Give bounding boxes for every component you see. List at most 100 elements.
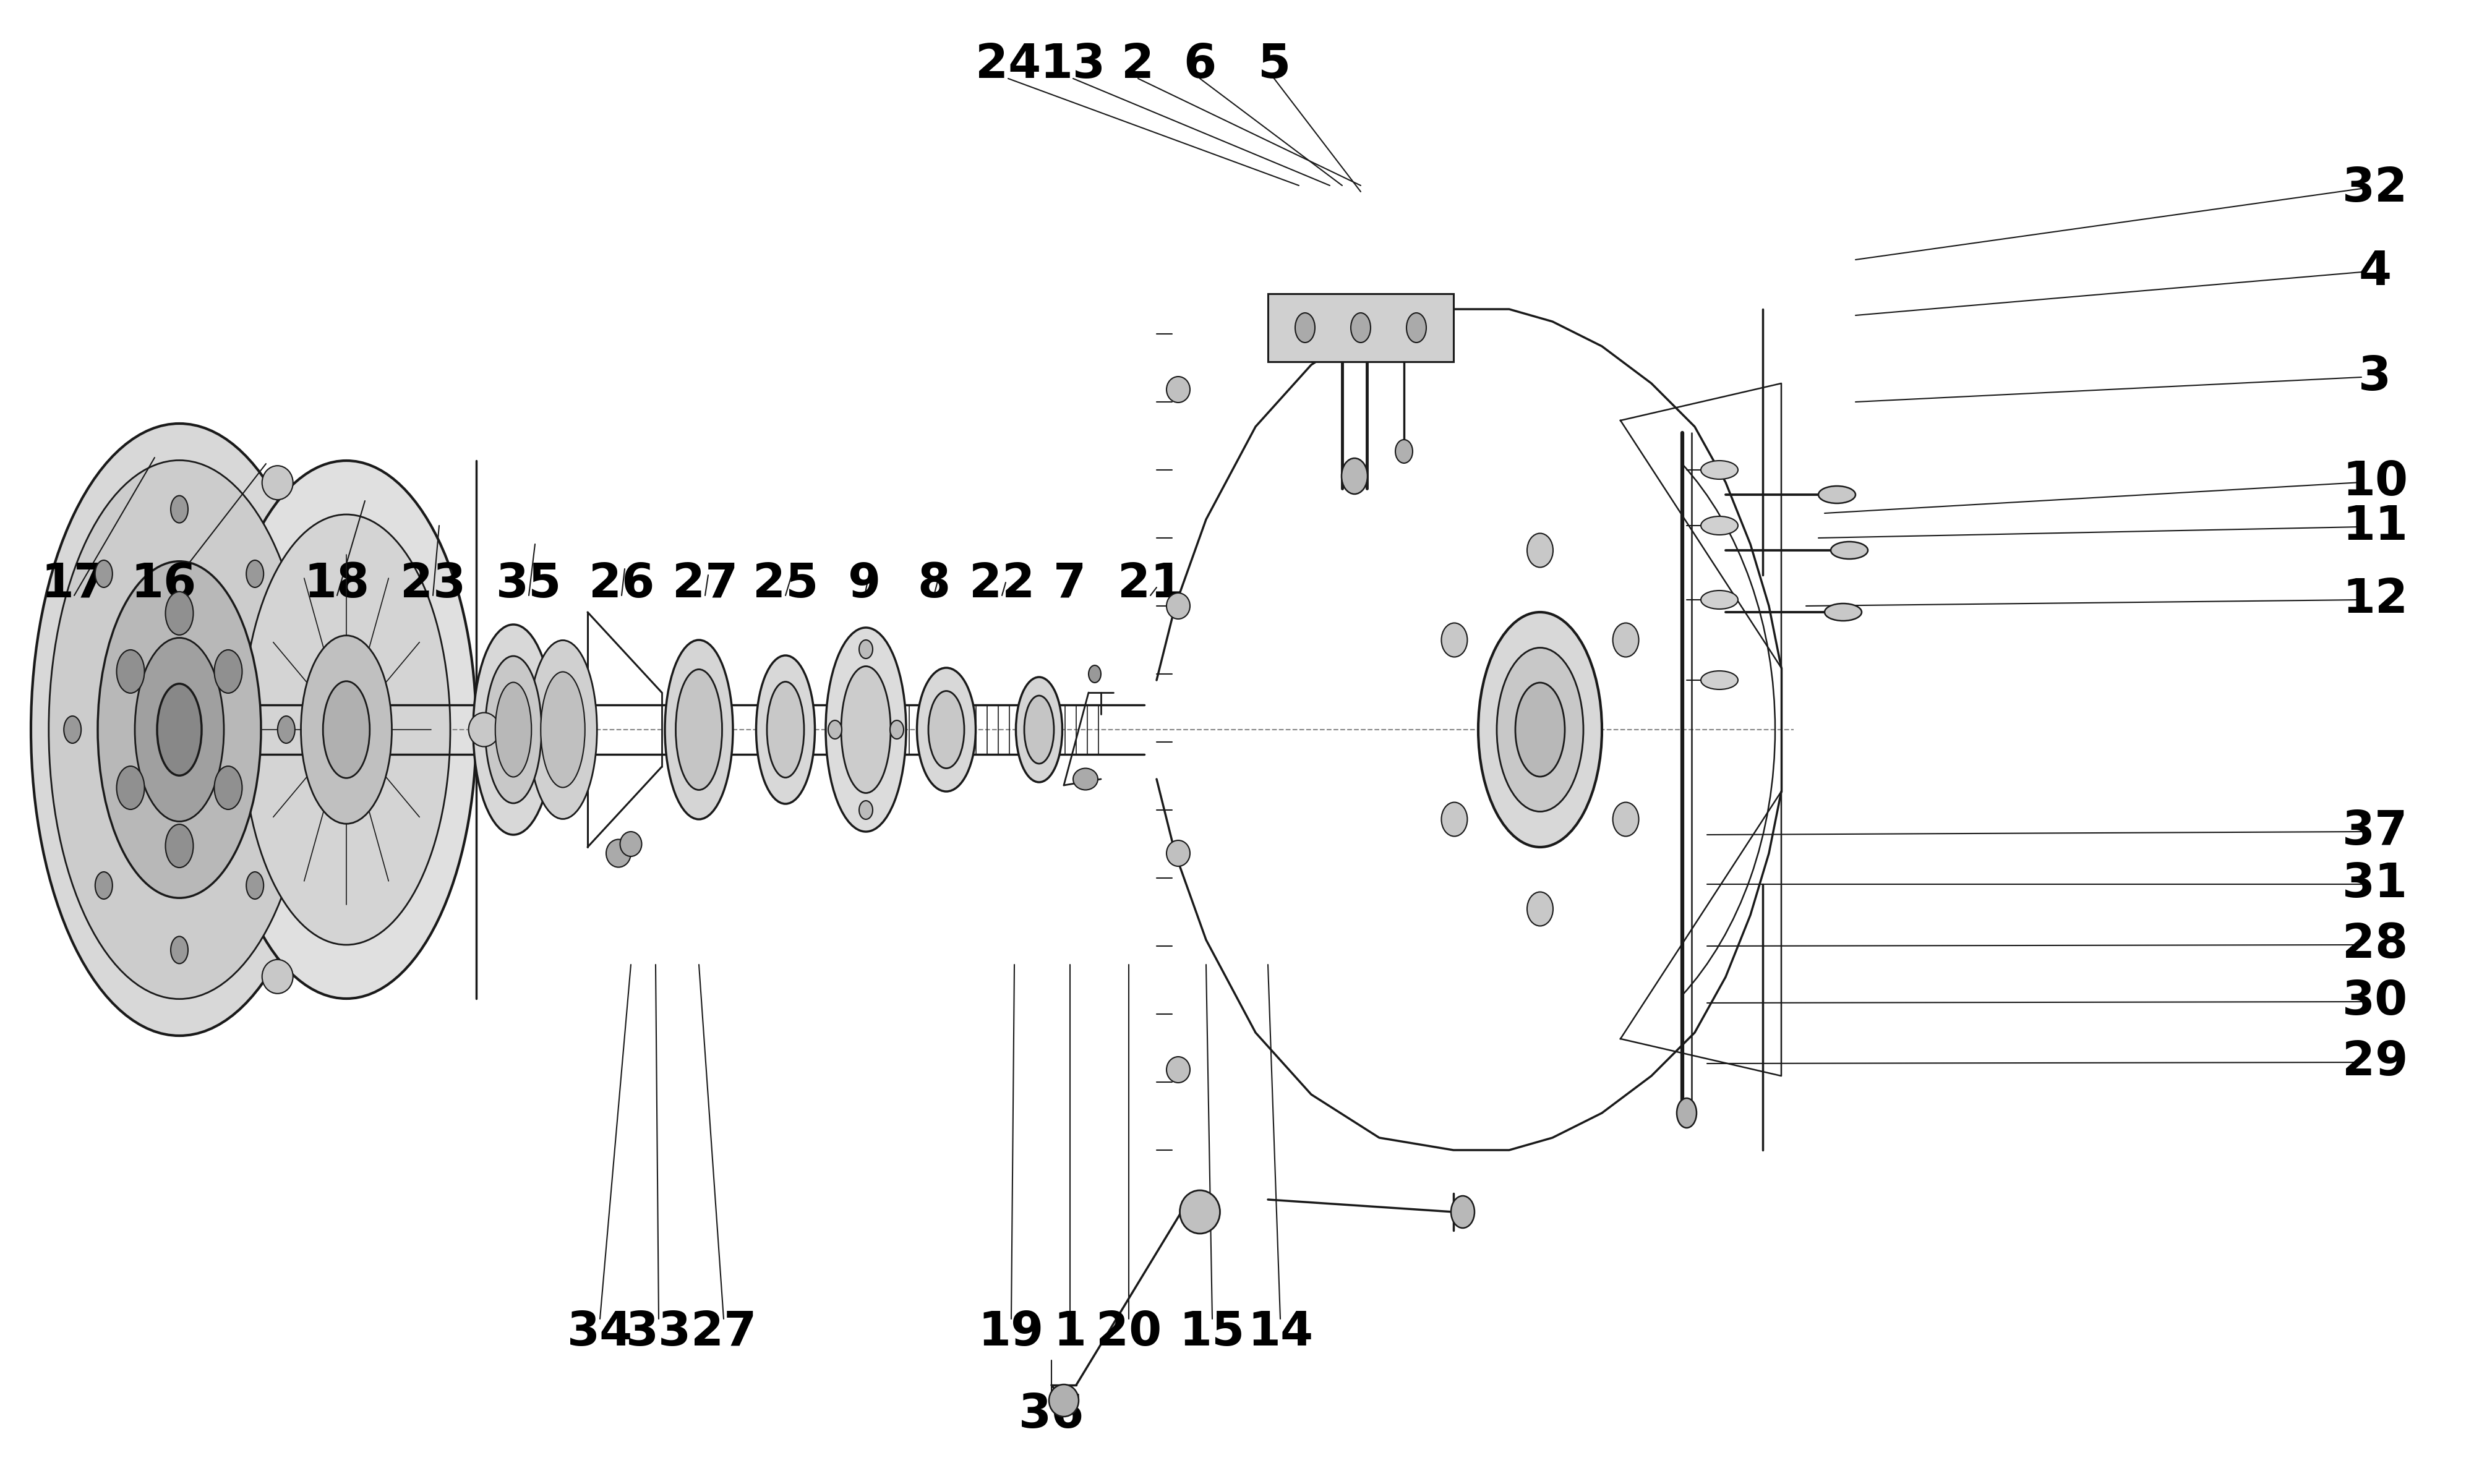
Ellipse shape xyxy=(116,766,143,809)
Ellipse shape xyxy=(542,672,584,788)
Text: 4: 4 xyxy=(2358,249,2392,295)
Text: 20: 20 xyxy=(1096,1309,1163,1355)
Ellipse shape xyxy=(49,460,309,999)
Ellipse shape xyxy=(1702,591,1737,608)
Ellipse shape xyxy=(767,681,804,778)
Ellipse shape xyxy=(928,692,965,769)
Ellipse shape xyxy=(262,466,292,500)
Text: 25: 25 xyxy=(752,561,819,607)
Polygon shape xyxy=(1267,294,1455,362)
Ellipse shape xyxy=(1168,840,1190,867)
Text: 19: 19 xyxy=(977,1309,1044,1355)
Ellipse shape xyxy=(841,666,891,792)
Ellipse shape xyxy=(1296,313,1316,343)
Ellipse shape xyxy=(1405,313,1425,343)
Ellipse shape xyxy=(621,831,641,856)
Ellipse shape xyxy=(215,650,242,693)
Text: 31: 31 xyxy=(2343,861,2407,907)
Ellipse shape xyxy=(858,801,873,819)
Ellipse shape xyxy=(1831,542,1868,559)
Text: 2: 2 xyxy=(1121,42,1155,88)
Ellipse shape xyxy=(262,960,292,994)
Ellipse shape xyxy=(277,715,294,743)
Ellipse shape xyxy=(1479,611,1603,847)
Text: 32: 32 xyxy=(2343,166,2407,211)
Text: 27: 27 xyxy=(673,561,737,607)
Text: 6: 6 xyxy=(1183,42,1217,88)
Ellipse shape xyxy=(1702,516,1737,534)
Ellipse shape xyxy=(242,515,450,945)
Ellipse shape xyxy=(64,715,82,743)
Text: 16: 16 xyxy=(131,561,198,607)
Ellipse shape xyxy=(1526,892,1554,926)
Ellipse shape xyxy=(1168,594,1190,619)
Text: 9: 9 xyxy=(849,561,881,607)
Text: 22: 22 xyxy=(970,561,1034,607)
Text: 30: 30 xyxy=(2343,979,2407,1024)
Ellipse shape xyxy=(468,712,500,746)
Ellipse shape xyxy=(1613,623,1638,657)
Text: 29: 29 xyxy=(2343,1039,2407,1085)
Ellipse shape xyxy=(1526,533,1554,567)
Ellipse shape xyxy=(485,656,542,803)
Text: 3: 3 xyxy=(2358,355,2392,401)
Ellipse shape xyxy=(324,681,369,778)
Ellipse shape xyxy=(757,656,814,804)
Ellipse shape xyxy=(1341,459,1368,494)
Ellipse shape xyxy=(1677,1098,1697,1128)
Text: 8: 8 xyxy=(918,561,950,607)
Ellipse shape xyxy=(1497,647,1583,812)
Text: 11: 11 xyxy=(2343,505,2407,549)
Ellipse shape xyxy=(94,559,111,588)
Ellipse shape xyxy=(99,561,262,898)
Ellipse shape xyxy=(666,640,732,819)
Text: 34: 34 xyxy=(567,1309,633,1355)
Ellipse shape xyxy=(158,684,203,776)
Ellipse shape xyxy=(858,640,873,659)
Ellipse shape xyxy=(891,720,903,739)
Ellipse shape xyxy=(1351,313,1371,343)
Ellipse shape xyxy=(1024,696,1054,764)
Ellipse shape xyxy=(1826,604,1863,620)
Ellipse shape xyxy=(606,840,631,867)
Ellipse shape xyxy=(1450,1196,1475,1229)
Ellipse shape xyxy=(247,873,265,899)
Ellipse shape xyxy=(1442,803,1467,837)
Ellipse shape xyxy=(1017,677,1061,782)
Ellipse shape xyxy=(1514,683,1566,776)
Ellipse shape xyxy=(1049,1385,1079,1417)
Ellipse shape xyxy=(302,635,391,824)
Text: 14: 14 xyxy=(1247,1309,1314,1355)
Text: 28: 28 xyxy=(2343,922,2407,968)
Text: 10: 10 xyxy=(2343,460,2407,505)
Text: 7: 7 xyxy=(1054,561,1086,607)
Ellipse shape xyxy=(166,592,193,635)
Text: 12: 12 xyxy=(2343,577,2407,623)
Text: 17: 17 xyxy=(42,561,106,607)
Text: 21: 21 xyxy=(1118,561,1183,607)
Ellipse shape xyxy=(1442,623,1467,657)
Text: 37: 37 xyxy=(2343,809,2407,855)
Ellipse shape xyxy=(247,559,265,588)
Text: 33: 33 xyxy=(626,1309,693,1355)
Ellipse shape xyxy=(166,824,193,868)
Ellipse shape xyxy=(1168,377,1190,402)
Ellipse shape xyxy=(134,638,223,822)
Text: 18: 18 xyxy=(304,561,371,607)
Ellipse shape xyxy=(116,650,143,693)
Ellipse shape xyxy=(473,625,554,834)
Ellipse shape xyxy=(1074,769,1098,789)
Text: 13: 13 xyxy=(1039,42,1106,88)
Ellipse shape xyxy=(94,873,111,899)
Ellipse shape xyxy=(826,628,905,831)
Text: 26: 26 xyxy=(589,561,656,607)
Text: 5: 5 xyxy=(1257,42,1291,88)
Text: 27: 27 xyxy=(690,1309,757,1355)
Ellipse shape xyxy=(529,640,596,819)
Ellipse shape xyxy=(1089,665,1101,683)
Ellipse shape xyxy=(215,766,242,809)
Ellipse shape xyxy=(218,460,475,999)
Text: 36: 36 xyxy=(1019,1392,1084,1438)
Ellipse shape xyxy=(1818,485,1856,503)
Text: 35: 35 xyxy=(495,561,562,607)
